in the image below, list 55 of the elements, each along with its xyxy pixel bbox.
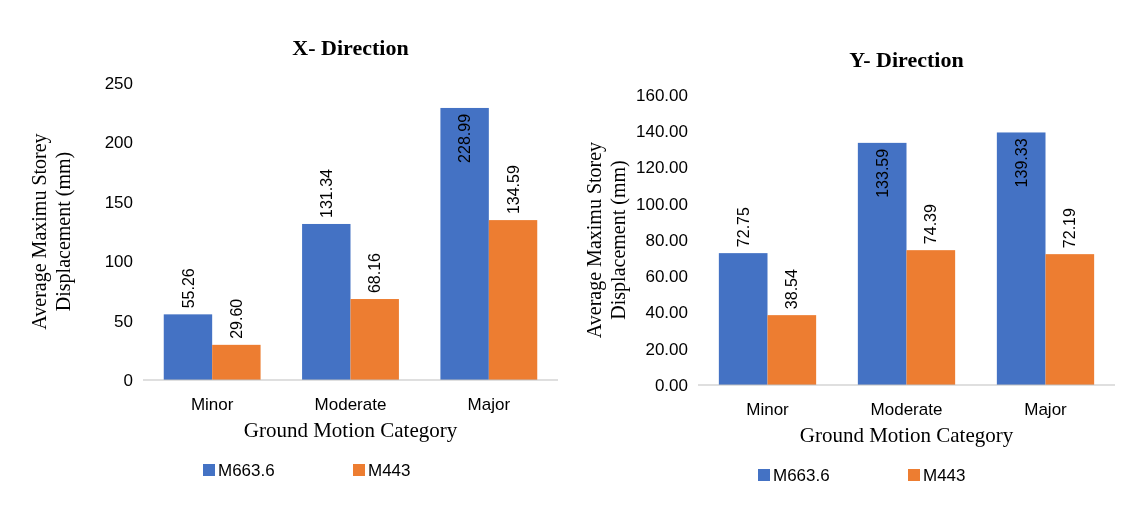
y-tick-label: 160.00 bbox=[636, 85, 688, 105]
y-axis-title: Average Maximu Storey Displacement (mm) bbox=[583, 141, 630, 339]
y-tick-label: 40.00 bbox=[645, 303, 688, 323]
bar bbox=[996, 132, 1046, 385]
y-tick-label: 100 bbox=[104, 252, 133, 272]
y-tick-label: 250 bbox=[104, 73, 133, 93]
y-tick-label: 100.00 bbox=[636, 194, 688, 214]
bar bbox=[767, 315, 817, 385]
bar bbox=[857, 142, 907, 385]
bar bbox=[440, 107, 489, 380]
y-tick-label: 140.00 bbox=[636, 122, 688, 142]
y-tick-label: 20.00 bbox=[645, 339, 688, 359]
y-tick-label: 0.00 bbox=[654, 375, 688, 395]
text: 72.19 bbox=[1061, 208, 1079, 249]
text: 38.54 bbox=[783, 269, 801, 310]
x-axis-title: Ground Motion Category bbox=[799, 423, 1014, 447]
y-tick-label: 80.00 bbox=[645, 230, 688, 250]
y-tick-label: 150 bbox=[104, 192, 133, 212]
bar bbox=[212, 344, 261, 380]
legend-label: M663.6 bbox=[773, 465, 830, 485]
text: 133.59 bbox=[873, 148, 891, 198]
text: 29.60 bbox=[227, 298, 245, 339]
bar bbox=[350, 299, 399, 380]
x-tick-label: Major bbox=[1024, 400, 1068, 419]
x-tick-label: Minor bbox=[746, 400, 790, 419]
text: 55.26 bbox=[179, 268, 197, 309]
text: 74.39 bbox=[922, 204, 940, 245]
legend-label: M443 bbox=[368, 460, 411, 480]
x-axis-title: Ground Motion Category bbox=[243, 418, 458, 442]
text: 72.75 bbox=[734, 207, 752, 248]
text: 131.34 bbox=[317, 169, 335, 218]
chart-title: Y- Direction bbox=[849, 47, 964, 72]
x-tick-label: Major bbox=[467, 395, 511, 414]
bar bbox=[718, 253, 768, 385]
x-tick-label: Minor bbox=[190, 395, 234, 414]
text: 134.59 bbox=[504, 165, 522, 215]
legend-label: M443 bbox=[923, 465, 966, 485]
y-tick-label: 0 bbox=[123, 370, 133, 390]
y-tick-label: 200 bbox=[104, 133, 133, 153]
y-tick-label: 120.00 bbox=[636, 158, 688, 178]
bar bbox=[488, 220, 538, 380]
y-axis-title: Average Maximu Storey Displacement (mm) bbox=[28, 133, 75, 330]
bar bbox=[163, 314, 213, 380]
bar bbox=[1045, 254, 1095, 385]
legend-label: M663.6 bbox=[218, 460, 275, 480]
text: 228.99 bbox=[456, 113, 474, 163]
x-tick-label: Moderate bbox=[314, 395, 387, 414]
text: 68.16 bbox=[366, 252, 384, 294]
y-tick-label: 50 bbox=[114, 311, 133, 331]
y-tick-label: 60.00 bbox=[645, 267, 688, 287]
x-tick-label: Moderate bbox=[870, 400, 943, 419]
text: 139.33 bbox=[1012, 138, 1030, 188]
bar bbox=[302, 223, 351, 380]
bar bbox=[906, 250, 956, 385]
chart-title: X- Direction bbox=[292, 35, 409, 60]
